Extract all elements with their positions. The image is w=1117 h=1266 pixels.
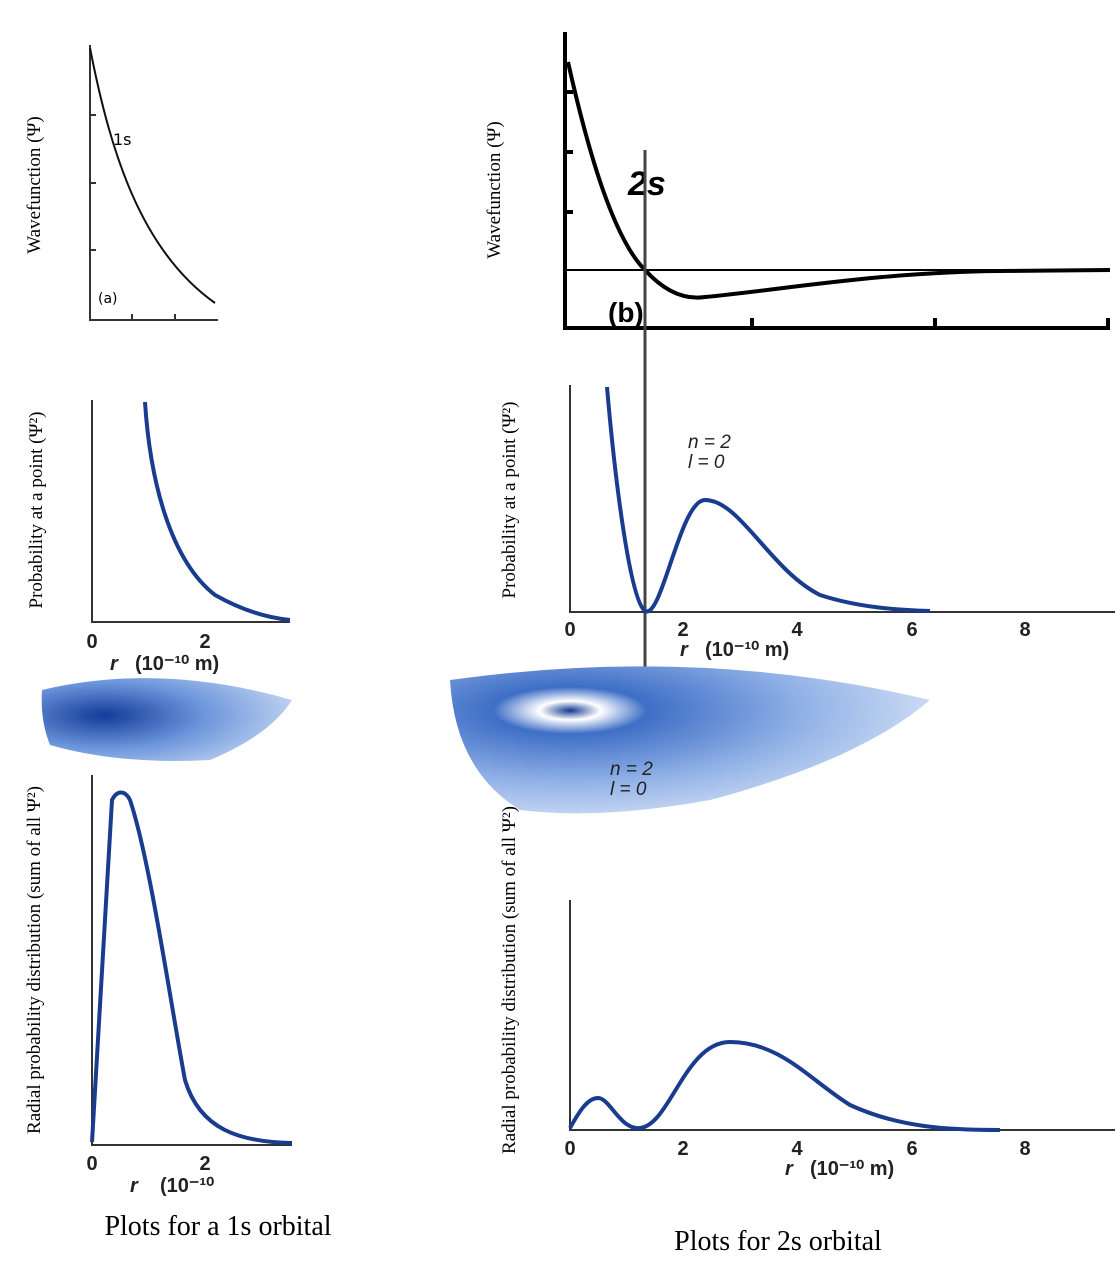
axes — [89, 45, 218, 321]
x-label-var: r — [785, 1158, 794, 1180]
panel-tag: (b) — [608, 297, 644, 328]
x-tick-label: 0 — [86, 1153, 97, 1175]
x-tick-label: 0 — [564, 1138, 575, 1160]
annotation: l = 0 — [688, 452, 725, 473]
panel-f: 0 2 4 6 8 r (10⁻¹⁰ m) n = 2 l = 0 Radial… — [499, 759, 1115, 1180]
panel-c: 0 2 r (10⁻¹⁰ m) Probability at a point (… — [26, 400, 291, 675]
x-label-var: r — [680, 639, 689, 661]
axes — [91, 775, 292, 1146]
y-label: Wavefunction (Ψ) — [484, 121, 505, 259]
annotation: n = 2 — [688, 432, 731, 453]
panel-tag: (a) — [98, 291, 118, 307]
x-label-unit: (10⁻¹⁰ m) — [135, 653, 219, 675]
orbital-1s — [41, 678, 292, 761]
x-tick-label: 4 — [791, 619, 803, 641]
curve — [605, 386, 931, 614]
curve — [143, 401, 291, 622]
y-label: Probability at a point (Ψ²) — [499, 401, 520, 598]
orbital-2s — [450, 666, 930, 814]
x-tick-label: 8 — [1019, 1138, 1030, 1160]
x-tick-label: 2 — [677, 1138, 688, 1160]
y-label: Wavefunction (Ψ) — [24, 116, 45, 254]
x-tick-label: 6 — [906, 619, 917, 641]
caption: Plots for 2s orbital — [674, 1226, 882, 1257]
panel-e: 0 2 r (10⁻¹⁰ Radial probability distribu… — [24, 775, 293, 1197]
x-tick-label: 0 — [564, 619, 575, 641]
curve — [90, 790, 293, 1145]
axes — [569, 385, 1115, 613]
axes — [563, 32, 1110, 330]
curve — [566, 61, 1111, 300]
axes — [569, 900, 1115, 1131]
x-tick-label: 2 — [677, 619, 688, 641]
panel-a: 1s (a) Wavefunction (Ψ) — [24, 45, 218, 321]
x-tick-label: 6 — [906, 1138, 917, 1160]
annotation: n = 2 — [610, 759, 653, 780]
panel-b: 2s (b) Wavefunction (Ψ) — [484, 32, 1111, 330]
x-tick-label: 2 — [199, 631, 210, 653]
x-label-unit: (10⁻¹⁰ — [160, 1175, 214, 1197]
curve-label: 1s — [113, 130, 132, 149]
y-label: Radial probability distribution (sum of … — [499, 806, 520, 1154]
x-label-var: r — [110, 653, 119, 675]
x-tick-label: 4 — [791, 1138, 803, 1160]
curve — [89, 47, 216, 304]
y-label: Radial probability distribution (sum of … — [24, 786, 45, 1134]
y-label: Probability at a point (Ψ²) — [26, 411, 47, 608]
caption: Plots for a 1s orbital — [104, 1211, 331, 1242]
x-label-var: r — [130, 1175, 139, 1197]
x-tick-label: 0 — [86, 631, 97, 653]
annotation: l = 0 — [610, 779, 647, 800]
panel-d: 0 2 4 6 8 r (10⁻¹⁰ m) n = 2 l = 0 Probab… — [499, 385, 1115, 661]
x-tick-label: 8 — [1019, 619, 1030, 641]
x-label-unit: (10⁻¹⁰ m) — [705, 639, 789, 661]
x-tick-label: 2 — [199, 1153, 210, 1175]
x-label-unit: (10⁻¹⁰ m) — [810, 1158, 894, 1180]
axes — [91, 400, 290, 623]
curve — [568, 1039, 1001, 1132]
